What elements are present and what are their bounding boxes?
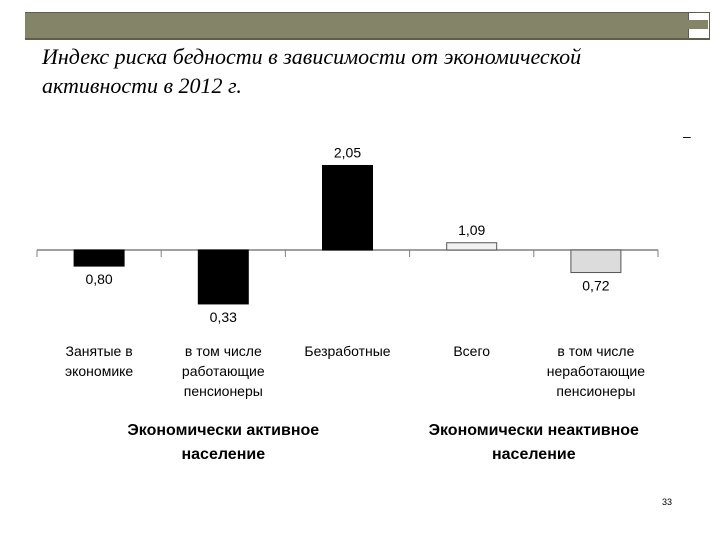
category-label: неработающие — [547, 363, 645, 379]
category-label: в том числе — [185, 343, 262, 359]
dash-mark: – — [683, 128, 691, 144]
header-bar — [25, 12, 688, 40]
corner-bar — [688, 20, 708, 29]
category-label: пенсионеры — [556, 383, 635, 399]
category-label: экономике — [65, 363, 133, 379]
bar-3 — [446, 242, 498, 251]
value-label: 0,33 — [210, 309, 237, 325]
header-divider — [25, 38, 710, 39]
value-label: 0,72 — [582, 278, 609, 294]
slide-title: Индекс риска бедности в зависимости от э… — [42, 44, 582, 98]
category-label: в том числе — [557, 343, 634, 359]
bar-4 — [570, 249, 622, 274]
bar-1 — [197, 249, 249, 305]
category-label: пенсионеры — [184, 383, 263, 399]
bar-2 — [322, 164, 373, 251]
category-label: Занятые в — [66, 343, 133, 359]
value-label: 2,05 — [334, 144, 361, 160]
group-label-1: население — [492, 446, 576, 463]
category-label: Всего — [453, 343, 490, 359]
group-label-1: Экономически неактивное — [429, 422, 639, 439]
page-number: 33 — [662, 497, 673, 507]
category-label: работающие — [182, 363, 265, 379]
group-label-0: Экономически активное — [127, 422, 319, 439]
group-label-0: население — [181, 446, 265, 463]
value-label: 0,80 — [85, 271, 112, 287]
value-label: 1,09 — [458, 222, 485, 238]
bar-0 — [73, 249, 125, 267]
category-label: Безработные — [304, 343, 390, 359]
